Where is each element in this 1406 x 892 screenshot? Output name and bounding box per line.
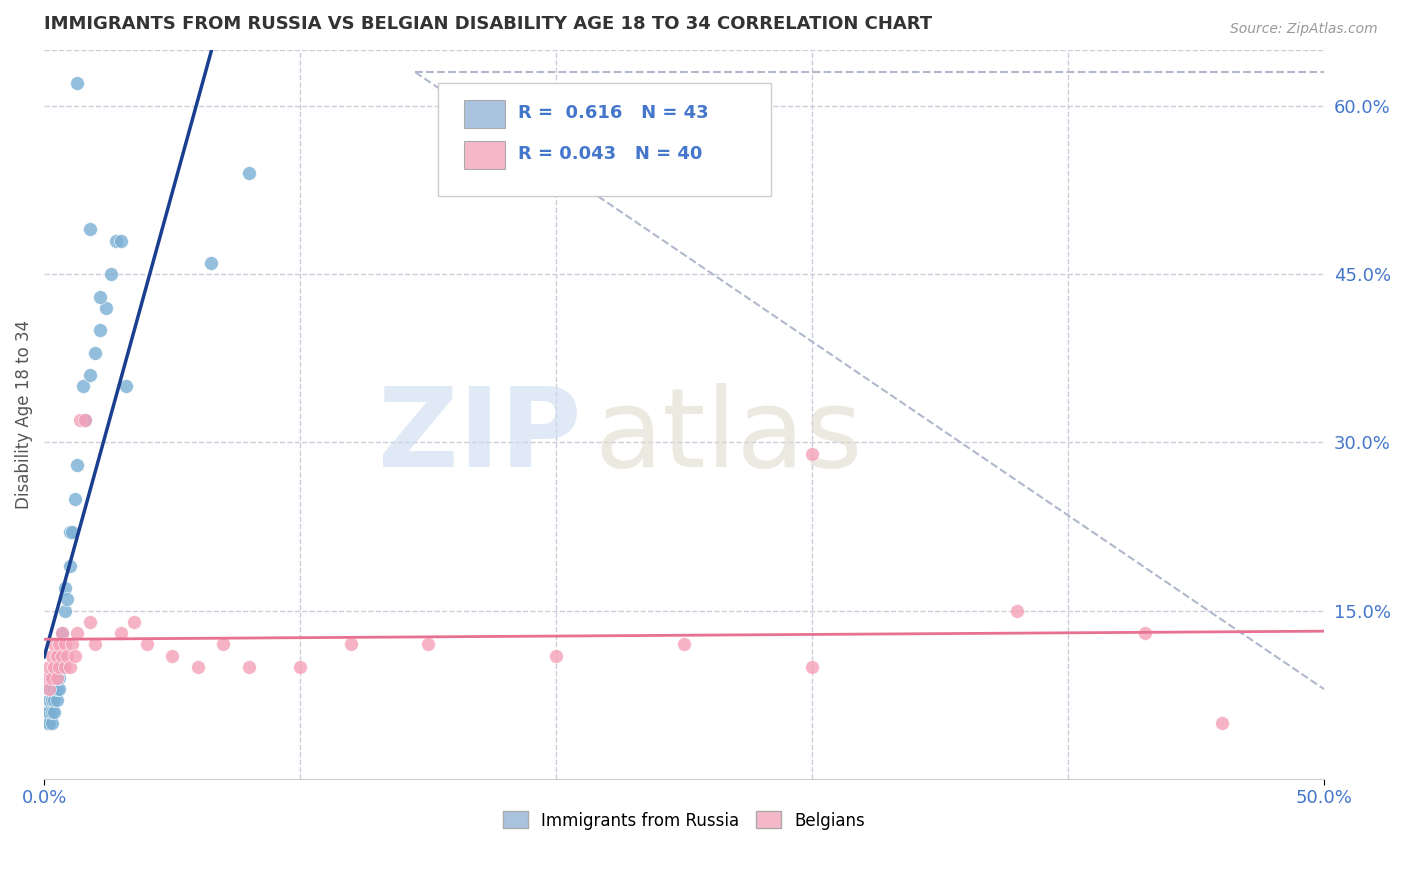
Point xyxy=(160,648,183,663)
Point xyxy=(288,659,311,673)
FancyBboxPatch shape xyxy=(464,141,505,169)
Point xyxy=(38,705,60,719)
Point xyxy=(44,682,66,697)
Point xyxy=(38,682,60,697)
Point xyxy=(45,659,67,673)
Point xyxy=(673,637,696,651)
Point xyxy=(48,637,70,651)
Point xyxy=(45,693,67,707)
FancyBboxPatch shape xyxy=(439,83,770,195)
Point xyxy=(44,671,66,685)
Point xyxy=(110,626,132,640)
Point xyxy=(35,715,58,730)
Point xyxy=(35,705,58,719)
Point xyxy=(200,256,222,270)
Point xyxy=(60,637,83,651)
Point xyxy=(35,671,58,685)
Point xyxy=(51,659,73,673)
Point xyxy=(41,715,63,730)
Text: R =  0.616   N = 43: R = 0.616 N = 43 xyxy=(517,104,709,122)
Point xyxy=(56,592,79,607)
Point xyxy=(38,693,60,707)
Point xyxy=(41,671,63,685)
Point xyxy=(89,290,111,304)
Point xyxy=(75,413,97,427)
Text: Source: ZipAtlas.com: Source: ZipAtlas.com xyxy=(1230,22,1378,37)
Point xyxy=(41,705,63,719)
Point xyxy=(63,648,86,663)
Y-axis label: Disability Age 18 to 34: Disability Age 18 to 34 xyxy=(15,320,32,509)
Point xyxy=(69,413,91,427)
Point xyxy=(238,659,260,673)
Point xyxy=(51,626,73,640)
Point xyxy=(84,345,107,359)
Point xyxy=(53,659,76,673)
Point xyxy=(79,615,101,629)
Point xyxy=(38,659,60,673)
Point xyxy=(1211,715,1233,730)
Point xyxy=(45,682,67,697)
Point xyxy=(94,301,117,315)
FancyBboxPatch shape xyxy=(464,100,505,128)
Point xyxy=(53,581,76,595)
Text: ZIP: ZIP xyxy=(378,383,582,490)
Point xyxy=(51,648,73,663)
Point xyxy=(63,491,86,506)
Point xyxy=(53,637,76,651)
Point xyxy=(89,323,111,337)
Point xyxy=(66,77,89,91)
Point xyxy=(801,447,824,461)
Point xyxy=(44,637,66,651)
Point xyxy=(187,659,209,673)
Point xyxy=(1133,626,1156,640)
Point xyxy=(546,648,568,663)
Point xyxy=(135,637,157,651)
Point xyxy=(53,604,76,618)
Point xyxy=(41,648,63,663)
Point xyxy=(44,693,66,707)
Point xyxy=(56,648,79,663)
Point xyxy=(212,637,235,651)
Point xyxy=(66,458,89,472)
Point xyxy=(416,637,439,651)
Point xyxy=(59,525,82,540)
Point xyxy=(238,166,260,180)
Point xyxy=(48,671,70,685)
Point xyxy=(122,615,145,629)
Point xyxy=(45,648,67,663)
Point xyxy=(59,558,82,573)
Point xyxy=(41,682,63,697)
Point xyxy=(38,682,60,697)
Point xyxy=(340,637,363,651)
Point xyxy=(79,222,101,236)
Point xyxy=(75,413,97,427)
Point xyxy=(44,705,66,719)
Point xyxy=(79,368,101,383)
Point xyxy=(72,379,94,393)
Point xyxy=(44,659,66,673)
Point xyxy=(38,715,60,730)
Point xyxy=(115,379,138,393)
Point xyxy=(48,659,70,673)
Point xyxy=(1005,604,1028,618)
Point xyxy=(104,234,127,248)
Point xyxy=(51,626,73,640)
Point xyxy=(59,659,82,673)
Point xyxy=(48,682,70,697)
Point xyxy=(100,267,122,281)
Point xyxy=(48,648,70,663)
Point xyxy=(110,234,132,248)
Point xyxy=(66,626,89,640)
Text: R = 0.043   N = 40: R = 0.043 N = 40 xyxy=(517,145,702,163)
Point xyxy=(41,671,63,685)
Text: atlas: atlas xyxy=(595,383,863,490)
Legend: Immigrants from Russia, Belgians: Immigrants from Russia, Belgians xyxy=(496,805,872,836)
Point xyxy=(60,525,83,540)
Text: IMMIGRANTS FROM RUSSIA VS BELGIAN DISABILITY AGE 18 TO 34 CORRELATION CHART: IMMIGRANTS FROM RUSSIA VS BELGIAN DISABI… xyxy=(44,15,932,33)
Point xyxy=(41,693,63,707)
Point xyxy=(84,637,107,651)
Point xyxy=(45,671,67,685)
Point xyxy=(801,659,824,673)
